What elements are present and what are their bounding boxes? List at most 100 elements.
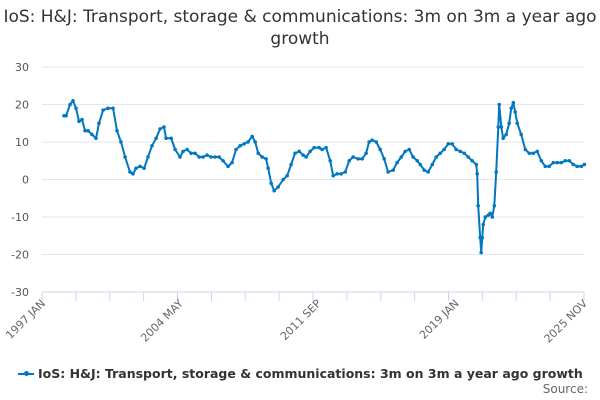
data-point xyxy=(462,151,467,156)
data-point xyxy=(422,168,427,172)
data-point xyxy=(71,98,75,103)
data-point xyxy=(308,149,312,154)
data-point xyxy=(123,155,127,159)
data-point xyxy=(582,162,587,167)
data-point xyxy=(150,143,154,148)
data-point xyxy=(242,142,246,146)
data-point xyxy=(142,166,146,171)
y-tick-label: -20 xyxy=(11,249,29,262)
data-point xyxy=(509,106,514,111)
y-tick-label: 20 xyxy=(15,99,29,112)
data-point xyxy=(559,160,564,165)
data-point xyxy=(466,155,470,159)
source-label: Source: xyxy=(542,382,588,396)
data-point xyxy=(483,215,488,219)
data-point xyxy=(134,166,138,171)
data-point xyxy=(551,160,556,165)
data-point xyxy=(475,172,480,176)
data-point xyxy=(297,149,301,154)
data-point xyxy=(407,147,411,152)
data-point xyxy=(285,173,289,178)
legend-item[interactable]: IoS: H&J: Transport, storage & communica… xyxy=(18,366,583,381)
data-point xyxy=(481,222,486,227)
x-tick-label: 2004 MAY xyxy=(138,297,186,345)
data-point xyxy=(131,172,135,176)
data-point xyxy=(97,121,101,126)
data-point xyxy=(543,164,548,169)
data-point xyxy=(331,173,336,178)
data-point xyxy=(250,134,254,139)
data-point xyxy=(324,145,328,150)
data-point xyxy=(430,162,435,167)
data-point xyxy=(264,157,268,161)
data-point xyxy=(399,155,404,159)
data-point xyxy=(328,158,333,163)
data-point xyxy=(77,119,81,124)
data-point xyxy=(173,147,177,152)
y-tick-label: 30 xyxy=(15,61,29,74)
data-point xyxy=(571,162,576,167)
data-point xyxy=(356,157,361,161)
x-tick-label: 2019 JAN xyxy=(417,297,462,342)
data-point xyxy=(101,108,105,112)
data-point xyxy=(382,157,386,161)
data-point xyxy=(515,121,520,126)
data-point xyxy=(138,164,142,169)
data-point xyxy=(523,147,528,152)
data-point xyxy=(347,158,351,163)
data-point xyxy=(446,142,451,146)
data-point xyxy=(434,155,439,159)
legend-label: IoS: H&J: Transport, storage & communica… xyxy=(38,366,583,381)
y-tick-label: 0 xyxy=(22,174,29,187)
data-point xyxy=(320,147,324,152)
data-point xyxy=(507,121,511,126)
data-point xyxy=(83,128,87,133)
data-point xyxy=(454,147,458,152)
data-point xyxy=(496,125,501,129)
data-point xyxy=(339,172,343,176)
data-point xyxy=(64,113,68,118)
data-point xyxy=(164,136,168,141)
data-point xyxy=(488,211,492,216)
legend-line-marker-icon xyxy=(18,371,34,376)
data-point xyxy=(547,164,552,169)
data-point xyxy=(128,170,132,174)
x-tick-label: 2025 NOV xyxy=(542,297,591,346)
data-point xyxy=(193,151,197,156)
data-point xyxy=(74,106,78,111)
data-point xyxy=(563,158,568,163)
data-point xyxy=(189,151,193,156)
y-tick-label: 10 xyxy=(15,136,29,149)
data-point xyxy=(276,185,280,189)
data-point xyxy=(470,158,474,163)
data-point xyxy=(575,164,580,169)
data-point xyxy=(395,160,399,165)
data-point xyxy=(567,158,572,163)
data-point xyxy=(253,140,257,144)
data-point xyxy=(364,151,368,156)
data-point xyxy=(442,147,446,152)
data-point xyxy=(501,136,505,141)
data-point xyxy=(213,155,217,159)
data-point xyxy=(415,158,420,163)
data-point xyxy=(119,140,123,144)
data-point xyxy=(492,203,497,208)
data-point xyxy=(499,125,504,129)
data-point xyxy=(367,140,371,144)
data-point xyxy=(106,106,110,111)
data-point xyxy=(378,147,383,152)
data-point xyxy=(386,170,390,174)
data-point xyxy=(90,132,94,137)
data-point xyxy=(450,142,455,146)
data-point xyxy=(269,181,273,186)
x-tick-label: 1997 JAN xyxy=(3,297,48,342)
data-point xyxy=(579,164,584,169)
data-point xyxy=(293,151,297,156)
data-point xyxy=(555,160,560,165)
data-point xyxy=(403,149,408,154)
data-point xyxy=(154,136,158,141)
data-point xyxy=(351,155,355,159)
data-point xyxy=(411,155,415,159)
data-point xyxy=(111,106,115,111)
